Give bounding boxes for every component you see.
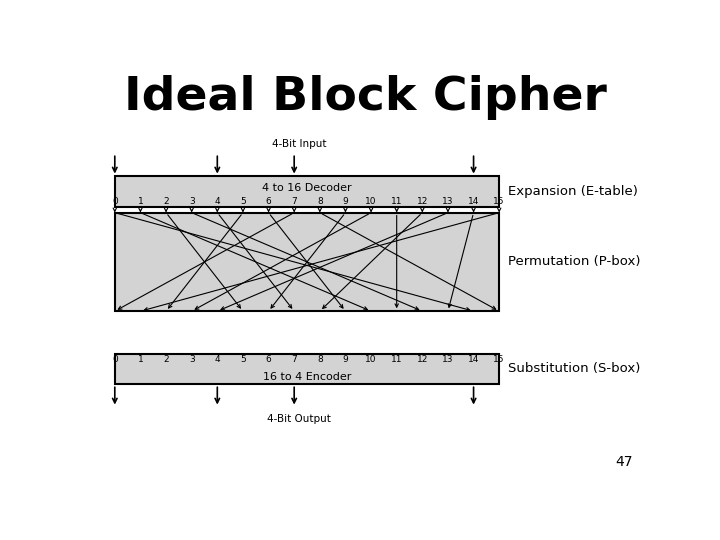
Text: 15: 15: [493, 197, 505, 206]
Bar: [114, 354, 499, 384]
Bar: [114, 213, 499, 311]
Text: Expansion (E-table): Expansion (E-table): [508, 185, 639, 198]
Text: 16 to 4 Encoder: 16 to 4 Encoder: [263, 372, 351, 382]
Text: 4-Bit Input: 4-Bit Input: [272, 139, 326, 148]
Text: 10: 10: [365, 355, 377, 364]
Text: 13: 13: [442, 197, 454, 206]
Text: 4: 4: [215, 355, 220, 364]
Text: 9: 9: [343, 355, 348, 364]
Text: 5: 5: [240, 197, 246, 206]
Text: 7: 7: [292, 355, 297, 364]
Text: 13: 13: [442, 355, 454, 364]
Text: 4-Bit Output: 4-Bit Output: [267, 414, 331, 423]
Text: 10: 10: [365, 197, 377, 206]
Text: 1: 1: [138, 197, 143, 206]
Text: 14: 14: [468, 197, 480, 206]
Text: 3: 3: [189, 197, 194, 206]
Text: 6: 6: [266, 355, 271, 364]
Text: 3: 3: [189, 355, 194, 364]
Text: 9: 9: [343, 197, 348, 206]
Text: 14: 14: [468, 355, 480, 364]
Text: 8: 8: [317, 197, 323, 206]
Text: 4 to 16 Decoder: 4 to 16 Decoder: [262, 183, 352, 193]
Text: 47: 47: [615, 455, 632, 469]
Text: 8: 8: [317, 355, 323, 364]
Text: 4: 4: [215, 197, 220, 206]
Text: 1: 1: [138, 355, 143, 364]
Text: 15: 15: [493, 355, 505, 364]
Text: Permutation (P-box): Permutation (P-box): [508, 255, 641, 268]
Text: Ideal Block Cipher: Ideal Block Cipher: [124, 75, 606, 120]
Text: 0: 0: [112, 197, 117, 206]
Text: 2: 2: [163, 197, 169, 206]
Text: 5: 5: [240, 355, 246, 364]
Bar: [114, 177, 499, 207]
Text: 0: 0: [112, 355, 117, 364]
Text: 6: 6: [266, 197, 271, 206]
Text: 11: 11: [391, 197, 402, 206]
Text: 2: 2: [163, 355, 169, 364]
Text: 12: 12: [417, 197, 428, 206]
Text: 12: 12: [417, 355, 428, 364]
Text: 11: 11: [391, 355, 402, 364]
Text: Substitution (S-box): Substitution (S-box): [508, 362, 641, 375]
Text: 7: 7: [292, 197, 297, 206]
